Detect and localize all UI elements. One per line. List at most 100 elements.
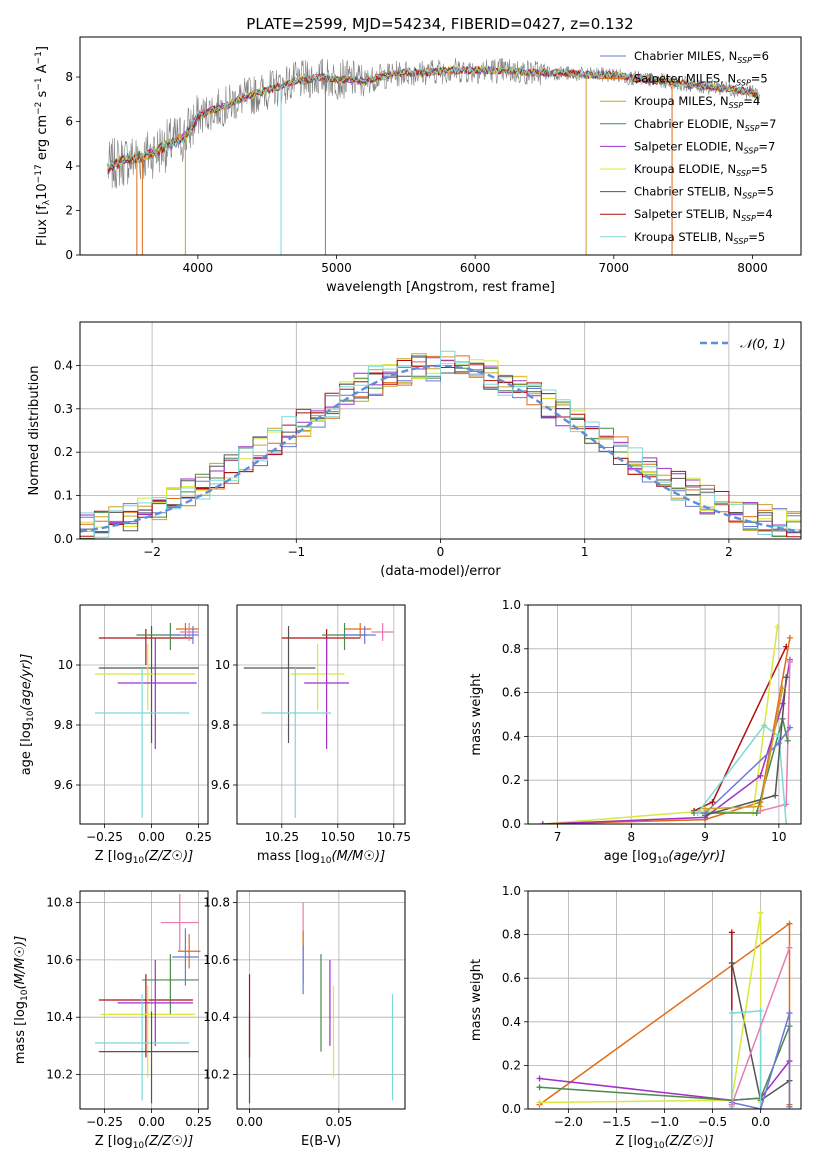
weight-marker [786,1010,793,1017]
weight-line [542,626,779,824]
y-tick-label: 0.0 [502,1102,521,1116]
x-tick-label: −1.5 [602,1115,631,1129]
errorbar-point [117,638,197,749]
weight-marker [702,805,709,812]
legend-label: Salpeter ELODIE, NSSP=7 [634,139,775,155]
y-tick-label: 6 [65,115,73,129]
y-axis-label: mass [log10(M/M☉)] [13,936,30,1064]
y-tick-label: 1.0 [502,598,521,612]
errorbar-point [142,954,199,1015]
x-tick-label: 6000 [460,261,491,275]
errorbar-point [160,893,199,952]
axes-frame [527,604,802,825]
x-tick-label: 2 [725,545,733,559]
x-tick-label: 0.00 [236,1115,263,1129]
y-tick-label: 4 [65,159,73,173]
x-tick-label: −1 [287,545,305,559]
weight-marker [536,1084,543,1091]
errorbar-point [98,626,199,743]
y-axis-label: Flux [fλ10−17 erg cm−2 s−1 A−1] [34,46,52,246]
y-tick-label: 10.2 [46,1068,73,1082]
y-tick-label: 10 [58,658,73,672]
legend-label: Kroupa STELIB, NSSP=5 [634,230,765,246]
weight-line [697,724,787,824]
x-tick-label: −2.0 [554,1115,583,1129]
x-tick-label: 0.25 [185,830,212,844]
axes-frame [79,321,802,540]
x-tick-label: 0.00 [138,1115,165,1129]
y-tick-label: 0.2 [502,1058,521,1072]
weight-marker [539,821,546,824]
y-axis-label: Normed distribution [27,366,42,496]
axes-frame [236,604,406,825]
errorbar-point [95,994,190,1101]
weight-marker [779,700,786,707]
y-tick-label: 10 [215,658,230,672]
errorbar-point [98,1011,199,1104]
y-tick-label: 0.4 [502,729,521,743]
y-tick-label: 0.1 [54,489,73,503]
x-tick-label: 0.25 [185,1115,212,1129]
plot-area [248,902,394,1104]
weight-marker [728,1101,735,1108]
y-axis-label: age [log10(age/yr)] [19,654,36,776]
weight-line [731,1012,791,1109]
x-tick-label: −0.5 [698,1115,727,1129]
errorbar-point [172,928,199,986]
errorbar-point [164,626,199,644]
spectrum-model-kroupa-stelib [107,65,759,170]
weight-vs-age-panel: 7 8 9 10 0.0 0.2 0.4 0.6 0.8 1.0 age [log10(age/yr… [469,598,802,866]
errorbar-point [95,644,195,710]
y-tick-label: 10.8 [203,895,230,909]
axes-frame [79,604,209,825]
x-axis-label: (data-model)/error [380,564,501,579]
weight-marker [753,810,760,817]
y-tick-label: 0.6 [502,686,521,700]
weight-marker [786,920,793,927]
weight-marker [757,1106,764,1109]
y-tick-label: 10.4 [46,1010,73,1024]
x-axis-label: Z [log10(Z/Z☉)] [95,1134,193,1151]
residuals-plot-area [80,350,801,539]
weight-vs-Z-panel: −2.0 −1.5 −1.0 −0.5 0.0 0.0 0.2 0.4 0.6 0.8 1.0 Z [… [469,884,802,1151]
errorbar-point [342,626,376,644]
x-tick-label: 4000 [183,261,214,275]
plot-area [95,623,199,818]
weight-marker [757,772,764,779]
weight-marker [774,623,781,630]
errorbar-point [371,623,394,641]
weight-marker [786,634,793,641]
weight-line [539,912,762,1104]
weight-marker [786,724,793,731]
y-tick-label: 9.6 [54,778,73,792]
errorbar-point [304,638,349,749]
y-tick-label: 0.4 [54,358,73,372]
errorbar-point [177,934,201,969]
legend-label: Kroupa ELODIE, NSSP=5 [634,162,768,178]
y-tick-label: 0.0 [502,817,521,831]
weight-line [731,1010,762,1109]
residuals-panel: −2 −1 0 1 2 0.0 0.1 0.2 0.3 0.4 (data-model)/error… [27,321,802,579]
weight-marker [709,799,716,806]
weight-marker [728,1010,735,1017]
errorbar-point [290,644,345,710]
x-tick-label: 10.75 [377,830,411,844]
errorbar-point [95,668,190,818]
x-axis-label: mass [log10(M/M☉)] [257,849,385,866]
normal-curve [80,364,801,533]
errorbar-point [261,668,332,818]
x-tick-label: 8000 [737,261,768,275]
x-tick-label: 0 [437,545,445,559]
y-tick-label: 0.0 [54,532,73,546]
weight-marker [761,722,768,729]
age-vs-Z-panel: −0.25 0.00 0.25 9.6 9.8 10 Z [log10(Z/Z☉)] age … [19,604,212,866]
x-tick-label: 0.0 [751,1115,770,1129]
legend-label: Kroupa MILES, NSSP=4 [634,94,760,110]
y-tick-label: 1.0 [502,884,521,898]
x-tick-label: 8 [627,830,635,844]
y-tick-label: 0.8 [502,642,521,656]
y-tick-label: 0.8 [502,928,521,942]
spectrum-legend: Chabrier MILES, NSSP=6 Salpeter MILES, NS… [600,49,776,246]
errorbar-point [179,623,199,641]
